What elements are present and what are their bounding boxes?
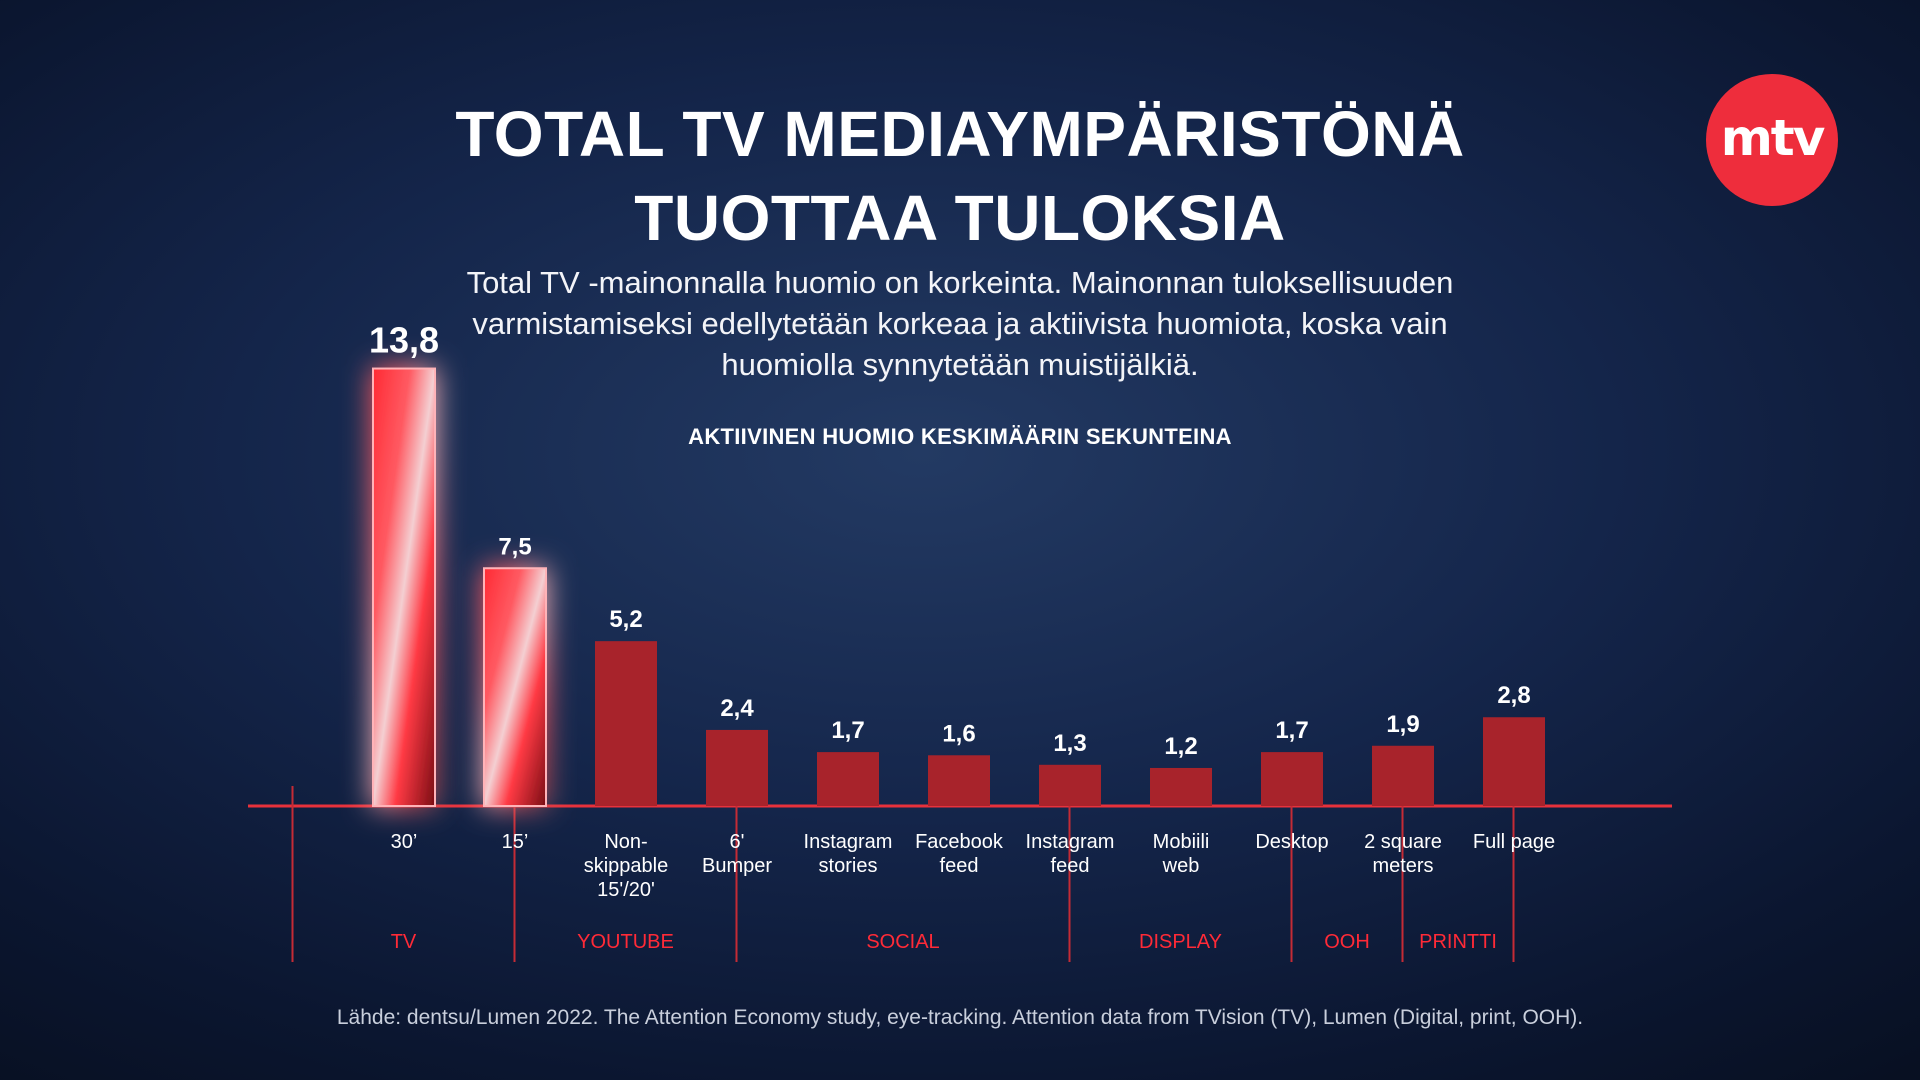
mtv-logo: mtv	[1706, 74, 1838, 206]
bar	[483, 567, 547, 807]
category-label: 6'	[730, 831, 745, 853]
bar	[1039, 764, 1101, 806]
value-label: 2,4	[720, 695, 754, 722]
category-label: web	[1162, 855, 1200, 877]
category-label: feed	[940, 855, 979, 877]
bar	[706, 729, 768, 806]
value-label: 13,8	[369, 320, 439, 361]
group-label: DISPLAY	[1139, 931, 1222, 953]
category-label: 15’	[502, 831, 529, 853]
group-label: PRINTTI	[1419, 931, 1497, 953]
category-label: feed	[1051, 855, 1090, 877]
value-label: 1,6	[942, 720, 975, 747]
value-label: 7,5	[498, 533, 531, 560]
category-label: Instagram	[1026, 831, 1115, 853]
page-title: TOTAL TV MEDIAYMPÄRISTÖNÄ TUOTTAA TULOKS…	[360, 92, 1560, 260]
category-label: Instagram	[804, 831, 893, 853]
bar	[1261, 752, 1323, 806]
value-label: 1,9	[1386, 711, 1419, 738]
group-label: YOUTUBE	[577, 931, 674, 953]
category-label: Mobiili	[1153, 831, 1210, 853]
group-label: SOCIAL	[866, 931, 939, 953]
category-label: Bumper	[702, 855, 772, 877]
bar	[1483, 717, 1545, 806]
subtitle-line-3: huomiolla synnytetään muistijälkiä.	[721, 347, 1199, 382]
chart-title: AKTIIVINEN HUOMIO KESKIMÄÄRIN SEKUNTEINA	[688, 424, 1232, 449]
bar	[595, 641, 657, 806]
category-label: Full page	[1473, 831, 1555, 853]
category-label: meters	[1372, 855, 1433, 877]
bar	[928, 755, 990, 806]
bar	[1150, 767, 1212, 806]
value-label: 2,8	[1497, 682, 1530, 709]
subtitle: Total TV -mainonnalla huomio on korkeint…	[340, 262, 1580, 385]
value-label: 1,2	[1164, 733, 1197, 760]
bar	[817, 752, 879, 806]
source-note: Lähde: dentsu/Lumen 2022. The Attention …	[336, 1006, 1584, 1029]
value-label: 5,2	[609, 606, 642, 633]
category-label: 15'/20'	[597, 879, 655, 901]
value-label: 1,7	[1275, 717, 1308, 744]
category-label: Desktop	[1255, 831, 1328, 853]
value-label: 1,7	[831, 717, 864, 744]
subtitle-line-1: Total TV -mainonnalla huomio on korkeint…	[466, 265, 1454, 300]
value-label: 1,3	[1053, 730, 1086, 757]
bar	[1372, 745, 1434, 806]
subtitle-line-2: varmistamiseksi edellytetään korkeaa ja …	[472, 306, 1448, 341]
group-label: TV	[391, 931, 417, 953]
category-label: 30’	[391, 831, 418, 853]
bar	[372, 367, 436, 807]
category-label: Non-	[604, 831, 647, 853]
category-label: stories	[819, 855, 878, 877]
category-label: Facebook	[915, 831, 1004, 853]
title-line-2: TUOTTAA TULOKSIA	[634, 182, 1286, 254]
title-line-1: TOTAL TV MEDIAYMPÄRISTÖNÄ	[455, 98, 1465, 170]
category-label: skippable	[584, 855, 669, 877]
group-label: OOH	[1324, 931, 1370, 953]
logo-text: mtv	[1720, 109, 1826, 167]
category-label: 2 square	[1364, 831, 1442, 853]
